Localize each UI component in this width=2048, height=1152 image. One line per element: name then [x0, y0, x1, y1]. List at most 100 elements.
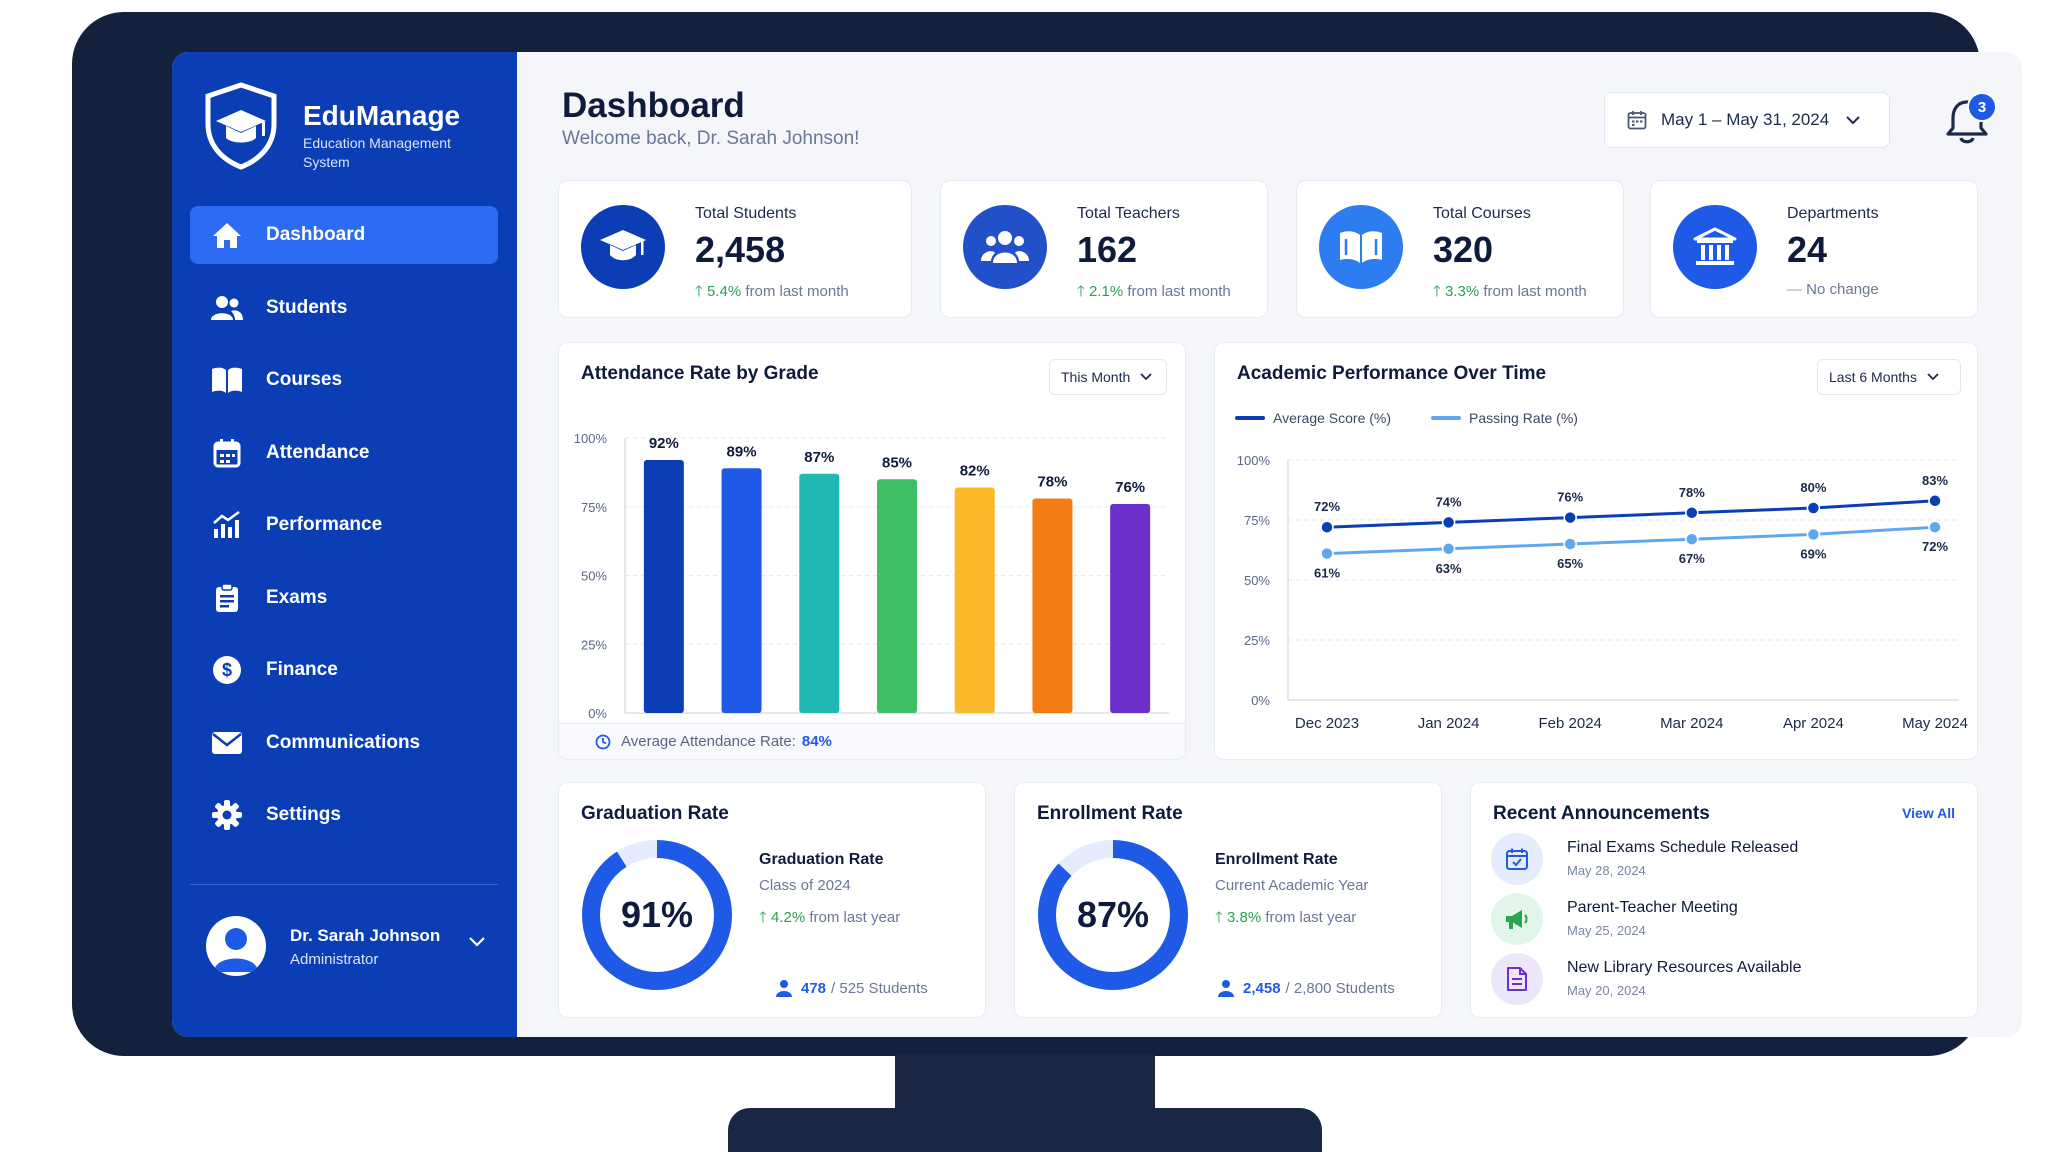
teachers-icon	[981, 231, 1029, 263]
building-icon	[1693, 227, 1737, 265]
kpi-card-courses[interactable]: Total Courses 320 🡑 3.3% from last month	[1296, 180, 1624, 318]
y-tick-label: 0%	[1251, 693, 1270, 708]
chevron-down-icon	[1846, 116, 1860, 125]
card-title: Graduation Rate	[581, 803, 729, 824]
kpi-trend: 🡑 3.3% from last month	[1433, 281, 1587, 306]
kpi-card-teachers[interactable]: Total Teachers 162 🡑 2.1% from last mont…	[940, 180, 1268, 318]
performance-chart-card: Academic Performance Over Time Last 6 Mo…	[1214, 342, 1978, 760]
welcome-message: Welcome back, Dr. Sarah Johnson!	[562, 128, 860, 149]
announcement-icon-bg	[1491, 833, 1543, 885]
y-tick-label: 75%	[581, 500, 607, 515]
metric-trend: 🡑 4.2% from last year	[759, 907, 900, 932]
sidebar-item-attendance[interactable]: Attendance	[190, 424, 498, 482]
kpi-change-suffix: from last month	[1483, 283, 1587, 300]
calendar-icon	[210, 437, 244, 469]
graduation-count: 478/ 525 Students	[775, 979, 928, 997]
announcement-item[interactable]: New Library Resources Available May 20, …	[1491, 953, 1971, 1007]
sidebar-item-dashboard[interactable]: Dashboard	[190, 206, 498, 264]
kpi-value: 162	[1077, 229, 1138, 270]
kpi-icon-bg	[963, 205, 1047, 289]
chart-icon	[210, 509, 244, 541]
user-profile[interactable]: Dr. Sarah Johnson Administrator	[206, 914, 496, 980]
x-tick-label: Apr 2024	[1783, 715, 1844, 732]
person-icon	[1218, 980, 1234, 997]
x-tick-label: Mar 2024	[1660, 715, 1723, 732]
x-tick-label: Dec 2023	[1295, 715, 1359, 732]
x-tick-label: Grade 12	[1103, 721, 1157, 723]
y-tick-label: 0%	[588, 706, 607, 721]
attendance-chart-card: Attendance Rate by Grade This Month 0% 25…	[558, 342, 1186, 760]
bar	[954, 487, 995, 713]
clock-icon	[595, 734, 611, 749]
home-icon	[210, 219, 244, 251]
card-title: Attendance Rate by Grade	[581, 363, 819, 384]
data-label: 74%	[1436, 494, 1462, 509]
view-all-link[interactable]: View All	[1902, 805, 1955, 821]
card-title: Recent Announcements	[1493, 803, 1710, 824]
app-screen: EduManage Education Management System Da…	[172, 52, 2022, 1037]
footer-value: 84%	[801, 733, 832, 750]
user-role: Administrator	[290, 951, 379, 968]
sidebar-item-students[interactable]: Students	[190, 279, 498, 337]
sidebar-item-performance[interactable]: Performance	[190, 496, 498, 554]
sidebar-item-settings[interactable]: Settings	[190, 786, 498, 844]
y-tick-label: 50%	[581, 569, 607, 584]
announcement-icon-bg	[1491, 953, 1543, 1005]
data-label: 72%	[1314, 499, 1340, 514]
dropdown-label: This Month	[1061, 369, 1131, 385]
attendance-filter-dropdown[interactable]: This Month	[1049, 359, 1167, 395]
announcement-item[interactable]: Parent-Teacher Meeting May 25, 2024	[1491, 893, 1971, 947]
kpi-card-students[interactable]: Total Students 2,458 🡑 5.4% from last mo…	[558, 180, 912, 318]
data-point	[1806, 527, 1821, 542]
announcement-date: May 25, 2024	[1567, 923, 1646, 938]
chevron-down-icon[interactable]	[468, 936, 486, 948]
enrollment-count: 2,458/ 2,800 Students	[1217, 979, 1395, 997]
x-tick-label: Grade 6	[640, 721, 687, 723]
x-tick-label: Grade 8	[796, 721, 843, 723]
chevron-down-icon	[1140, 373, 1152, 381]
kpi-card-departments[interactable]: Departments 24 — No change	[1650, 180, 1978, 318]
kpi-icon-bg	[581, 205, 665, 289]
no-change-dash-icon: —	[1787, 281, 1807, 298]
calendar-icon	[1627, 111, 1647, 130]
sidebar-item-label: Students	[266, 296, 348, 318]
bar-value-label: 82%	[960, 463, 990, 480]
document-icon	[1507, 967, 1527, 991]
x-tick-label: Feb 2024	[1539, 715, 1602, 732]
kpi-value: 24	[1787, 229, 1828, 270]
sidebar-item-label: Performance	[266, 514, 383, 535]
sidebar-item-label: Settings	[266, 804, 341, 825]
enrollment-percent: 87%	[1076, 894, 1150, 935]
footer-label: Average Attendance Rate:	[621, 733, 796, 750]
date-range-picker[interactable]: May 1 – May 31, 2024	[1604, 92, 1890, 148]
data-point	[1320, 520, 1334, 534]
sidebar-item-label: Exams	[266, 586, 328, 608]
data-label: 76%	[1557, 490, 1583, 505]
y-tick-label: 25%	[1244, 633, 1270, 648]
svg-text:$: $	[222, 660, 232, 680]
data-point	[1563, 537, 1577, 551]
graduation-rate-card: Graduation Rate 91% Graduation Rate Clas…	[558, 782, 986, 1018]
kpi-icon-bg	[1319, 205, 1403, 289]
y-tick-label: 50%	[1244, 573, 1270, 588]
announcement-date: May 28, 2024	[1567, 863, 1646, 878]
sidebar-item-finance[interactable]: $ Finance	[190, 641, 498, 699]
enrollment-rate-card: Enrollment Rate 87% Enrollment Rate Curr…	[1014, 782, 1442, 1018]
kpi-trend: 🡑 5.4% from last month	[695, 281, 849, 306]
sidebar-item-exams[interactable]: Exams	[190, 569, 498, 627]
card-title: Enrollment Rate	[1037, 803, 1183, 824]
user-name: Dr. Sarah Johnson	[290, 926, 441, 945]
calendar-icon	[1506, 848, 1528, 870]
sidebar-item-courses[interactable]: Courses	[190, 351, 498, 409]
ring-progress	[1038, 840, 1188, 990]
kpi-label: Departments	[1787, 205, 1879, 222]
performance-filter-dropdown[interactable]: Last 6 Months	[1817, 359, 1961, 395]
dollar-icon: $	[210, 654, 244, 686]
person-icon	[776, 980, 792, 997]
announcement-item[interactable]: Final Exams Schedule Released May 28, 20…	[1491, 833, 1971, 887]
sidebar-item-communications[interactable]: Communications	[190, 714, 498, 772]
announcement-date: May 20, 2024	[1567, 983, 1646, 998]
notification-badge: 3	[1967, 92, 1997, 122]
bar	[721, 468, 762, 713]
graduation-cap-icon	[600, 230, 646, 261]
